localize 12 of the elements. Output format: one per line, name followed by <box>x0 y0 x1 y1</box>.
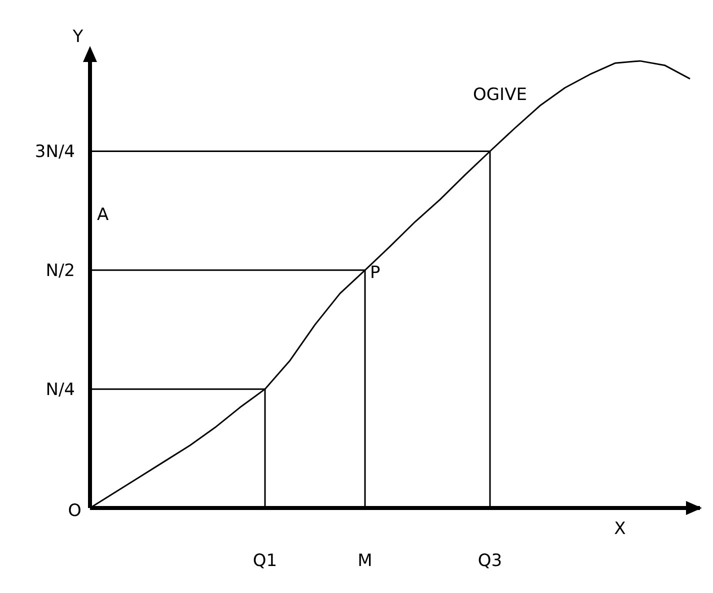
ref-line-label: N/2 <box>46 261 75 282</box>
annotation: P <box>370 263 380 283</box>
ref-line-label: N/4 <box>46 380 75 400</box>
x-axis-title: X <box>614 519 626 539</box>
annotation: OGIVE <box>473 85 527 105</box>
text: O <box>68 501 82 521</box>
y-axis-title: Y <box>72 27 84 47</box>
ref-line-label: 3N/4 <box>34 142 75 162</box>
annotation: A <box>97 205 109 225</box>
x-tick-label: M <box>358 551 372 572</box>
x-tick-label: Q1 <box>252 551 278 572</box>
x-tick-label: Q3 <box>478 551 502 572</box>
